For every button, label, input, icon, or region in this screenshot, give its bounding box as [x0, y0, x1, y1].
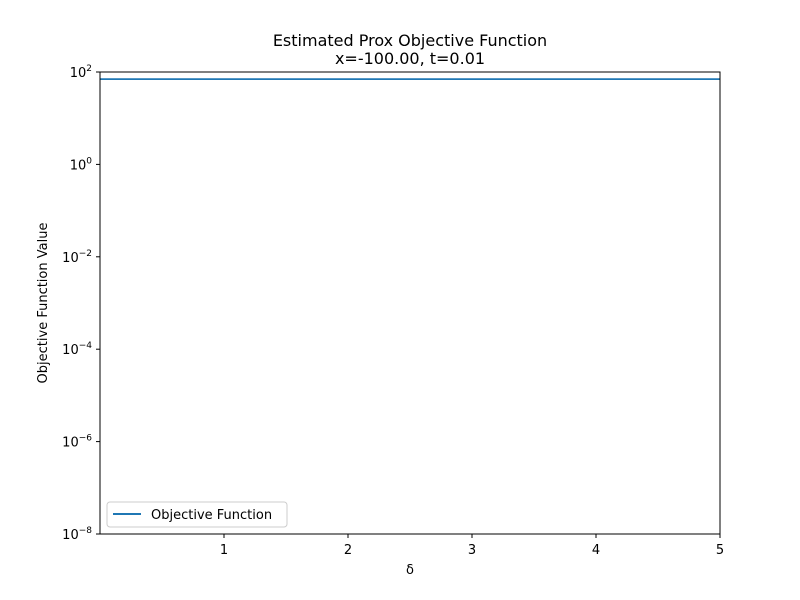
x-axis-ticks: 1 2 3 4 5: [220, 534, 724, 558]
chart-subtitle: x=-100.00, t=0.01: [335, 49, 485, 68]
y-axis-ticks: 10−8 10−6 10−4 10−2 100 102: [62, 64, 100, 543]
chart-title: Estimated Prox Objective Function: [273, 31, 547, 50]
x-tick-label: 2: [344, 543, 352, 558]
legend-box: [106, 501, 288, 528]
plot-frame: [99, 71, 721, 535]
y-tick-label: 10−4: [62, 341, 92, 358]
x-tick-label: 3: [468, 543, 476, 558]
x-tick-label: 4: [592, 543, 600, 558]
plot-background: [100, 72, 720, 534]
x-tick-label: 5: [716, 543, 724, 558]
y-axis-label: Objective Function Value: [36, 223, 51, 384]
x-axis-label: δ: [406, 563, 414, 578]
y-tick-label: 10−2: [62, 249, 92, 266]
y-tick-label: 10−6: [62, 434, 92, 451]
y-tick-label: 100: [70, 156, 93, 173]
x-tick-label: 1: [220, 543, 228, 558]
legend: Objective Function: [106, 501, 288, 528]
legend-series-label: Objective Function: [151, 508, 272, 523]
y-tick-label: 10−8: [62, 526, 92, 543]
y-tick-label: 102: [70, 64, 92, 81]
